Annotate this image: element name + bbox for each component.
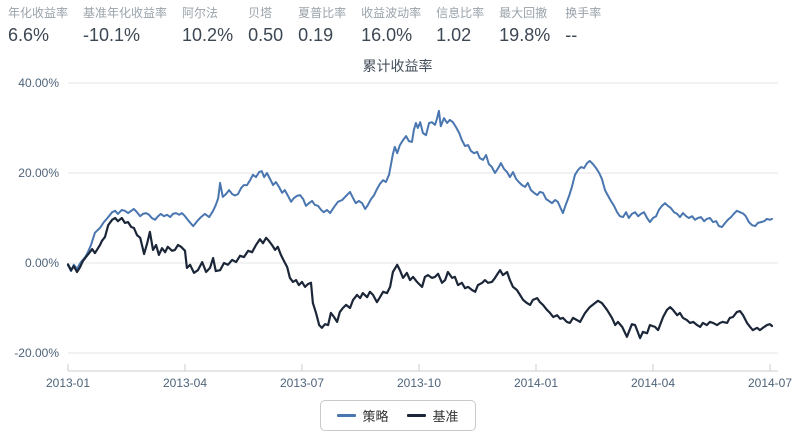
stat-value: 16.0% xyxy=(361,25,413,45)
x-axis-label: 2014-01 xyxy=(514,376,558,390)
x-axis-label: 2013-07 xyxy=(280,376,324,390)
stat-label: 收益波动率 xyxy=(361,6,422,20)
stat-label: 贝塔 xyxy=(248,6,273,20)
strategy-line-swatch xyxy=(336,414,356,417)
y-axis-label: 20.00% xyxy=(18,166,59,180)
x-axis-label: 2014-07 xyxy=(748,376,792,390)
stat-item: 基准年化收益率 -10.1% xyxy=(83,6,167,47)
legend-item-benchmark[interactable]: 基准 xyxy=(406,406,459,425)
stat-value: 19.8% xyxy=(499,25,551,45)
stat-item: 阿尔法 10.2% xyxy=(182,6,233,47)
series-line-strategy[interactable] xyxy=(67,109,773,273)
stat-value: -- xyxy=(565,25,578,45)
benchmark-line-swatch xyxy=(406,414,426,417)
stat-item: 换手率 -- xyxy=(565,6,601,47)
y-axis-label: 40.00% xyxy=(18,76,59,90)
stat-item: 信息比率 1.02 xyxy=(436,6,484,47)
stat-label: 基准年化收益率 xyxy=(83,6,168,20)
legend-label-strategy: 策略 xyxy=(362,409,389,424)
legend-item-strategy[interactable]: 策略 xyxy=(336,406,389,425)
x-axis-label: 2014-04 xyxy=(631,376,675,390)
stat-value: 0.50 xyxy=(248,25,284,45)
series-line-benchmark[interactable] xyxy=(66,216,774,340)
stat-value: 10.2% xyxy=(182,25,234,45)
stat-label: 年化收益率 xyxy=(8,6,69,20)
y-axis-label: -20.00% xyxy=(14,346,59,360)
stat-value: 1.02 xyxy=(436,25,472,45)
stat-label: 阿尔法 xyxy=(182,6,219,20)
stat-label: 最大回撤 xyxy=(499,6,548,20)
x-axis-label: 2013-10 xyxy=(397,376,441,390)
stat-label: 信息比率 xyxy=(436,6,485,20)
stat-item: 最大回撤 19.8% xyxy=(499,6,550,47)
stat-item: 夏普比率 0.19 xyxy=(298,6,346,47)
x-axis-label: 2013-01 xyxy=(46,376,90,390)
stat-item: 收益波动率 16.0% xyxy=(361,6,421,47)
legend-label-benchmark: 基准 xyxy=(432,409,459,424)
stat-label: 夏普比率 xyxy=(298,6,347,20)
x-axis-label: 2013-04 xyxy=(163,376,207,390)
stat-value: 6.6% xyxy=(8,25,50,45)
y-axis-label: 0.00% xyxy=(25,256,59,270)
stat-value: -10.1% xyxy=(83,25,141,45)
chart-legend: 策略 基准 xyxy=(319,400,476,431)
stat-item: 年化收益率 6.6% xyxy=(8,6,68,47)
stat-item: 贝塔 0.50 xyxy=(248,6,283,47)
stat-label: 换手率 xyxy=(565,6,602,20)
performance-stats-row: 年化收益率 6.6% 基准年化收益率 -10.1% 阿尔法 10.2% 贝塔 0… xyxy=(8,6,795,47)
stat-value: 0.19 xyxy=(298,25,334,45)
chart-title: 累计收益率 xyxy=(362,58,433,74)
